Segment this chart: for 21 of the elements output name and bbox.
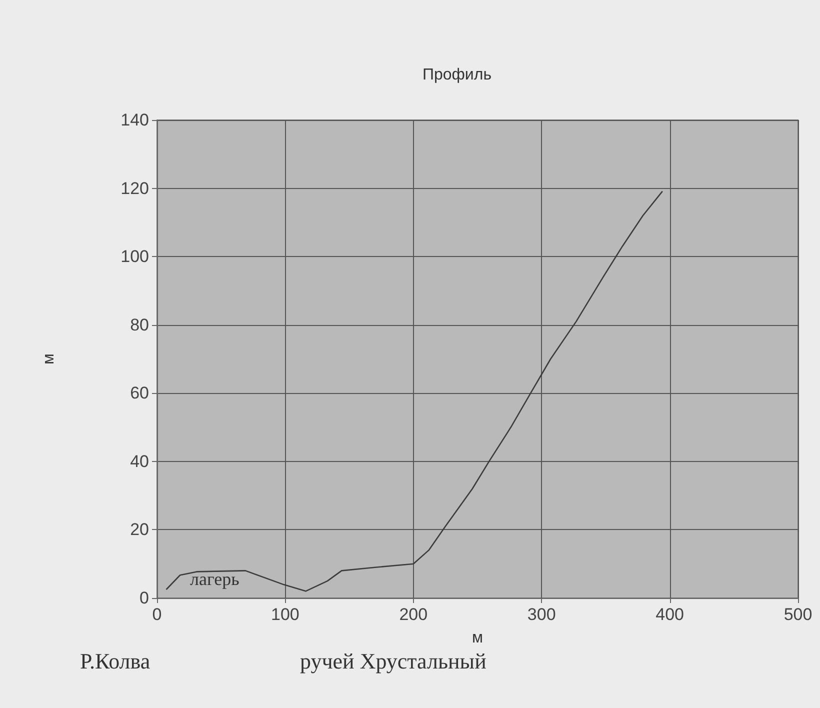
- y-tick-label: 60: [130, 384, 149, 403]
- x-axis-title: м: [472, 630, 483, 646]
- x-tick-label: 300: [527, 605, 556, 624]
- y-tick-label: 100: [120, 247, 149, 266]
- x-tick-label: 400: [656, 605, 684, 624]
- y-tick-label: 20: [130, 520, 149, 540]
- chart-title: Профиль: [422, 66, 492, 84]
- x-tick-label: 0: [152, 605, 162, 624]
- text: ручей Хрустальный: [300, 648, 487, 674]
- x-tick-label: 200: [399, 605, 428, 624]
- text: Р.Колва: [80, 648, 150, 674]
- y-axis-title: м: [40, 354, 58, 364]
- x-tick-label: 500: [784, 605, 812, 624]
- annotation: лагерь: [190, 569, 240, 589]
- y-tick-label: 140: [120, 110, 149, 130]
- y-tick-label: 0: [140, 588, 149, 608]
- line-series: [166, 191, 663, 592]
- x-tick-label: 100: [271, 605, 300, 624]
- y-tick-label: 120: [120, 178, 149, 198]
- y-tick-label: 80: [130, 315, 149, 334]
- y-tick-label: 40: [130, 452, 149, 471]
